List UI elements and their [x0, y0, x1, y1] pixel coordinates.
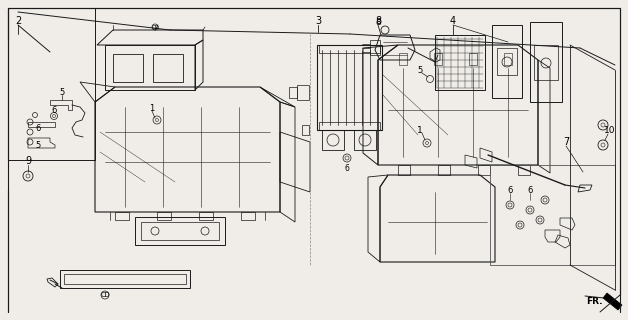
Bar	[319, 45, 380, 53]
Bar	[153, 54, 183, 82]
Text: ↀ: ↀ	[151, 25, 158, 29]
Bar	[354, 130, 376, 150]
Bar	[435, 35, 485, 90]
Text: 6: 6	[507, 186, 512, 195]
Text: FR.: FR.	[586, 298, 602, 307]
Bar	[518, 165, 530, 175]
Text: 6: 6	[35, 124, 41, 132]
Bar	[319, 122, 380, 130]
Text: 3: 3	[315, 16, 321, 26]
Text: 9: 9	[25, 156, 31, 166]
Bar	[115, 212, 129, 220]
Bar	[64, 274, 186, 284]
Polygon shape	[603, 293, 622, 310]
Bar	[60, 270, 190, 288]
Bar	[135, 217, 225, 245]
Bar	[241, 212, 255, 220]
Bar	[157, 212, 171, 220]
Bar	[199, 212, 213, 220]
Bar	[469, 53, 477, 65]
Text: 6: 6	[345, 164, 349, 172]
Bar	[141, 222, 219, 240]
Bar	[490, 165, 615, 265]
Text: 6: 6	[528, 186, 533, 195]
Text: 2: 2	[15, 16, 21, 26]
Text: ↀ: ↀ	[100, 292, 109, 298]
Text: 8: 8	[375, 18, 381, 27]
Bar	[504, 53, 512, 65]
Bar	[113, 54, 143, 82]
Text: 7: 7	[563, 137, 569, 147]
Text: 6: 6	[51, 106, 57, 115]
Bar	[322, 130, 344, 150]
Text: 5: 5	[35, 140, 41, 149]
Bar	[317, 45, 382, 130]
Text: 8: 8	[375, 16, 381, 26]
Text: 5: 5	[60, 87, 65, 97]
Text: 10: 10	[604, 125, 615, 134]
Text: 4: 4	[450, 16, 456, 26]
Bar	[399, 53, 407, 65]
Bar	[438, 165, 450, 175]
Bar	[478, 165, 490, 175]
Bar	[398, 165, 410, 175]
Bar	[434, 53, 442, 65]
Text: 1: 1	[149, 103, 154, 113]
Text: 5: 5	[418, 66, 423, 75]
Text: 1: 1	[417, 125, 423, 134]
